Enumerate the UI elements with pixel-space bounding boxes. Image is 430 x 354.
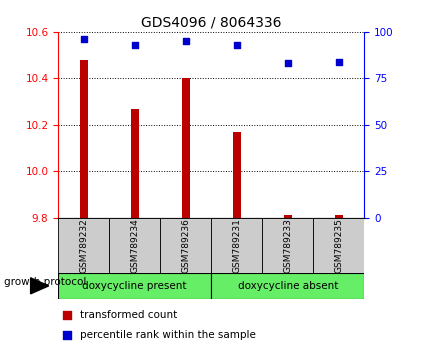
Bar xyxy=(109,218,160,273)
Bar xyxy=(80,60,87,218)
Bar xyxy=(131,109,138,218)
Text: GSM789236: GSM789236 xyxy=(181,218,190,273)
Text: GSM789234: GSM789234 xyxy=(130,218,139,273)
Text: growth protocol: growth protocol xyxy=(4,277,86,287)
Bar xyxy=(334,215,342,218)
Point xyxy=(131,42,138,48)
Text: doxycycline absent: doxycycline absent xyxy=(237,281,337,291)
Text: GSM789235: GSM789235 xyxy=(333,218,342,273)
Point xyxy=(64,312,71,318)
Bar xyxy=(313,218,363,273)
Point xyxy=(80,36,87,42)
Text: GSM789231: GSM789231 xyxy=(232,218,241,273)
Polygon shape xyxy=(31,278,49,294)
Bar xyxy=(58,273,211,299)
Text: GSM789232: GSM789232 xyxy=(79,218,88,273)
Point xyxy=(233,42,240,48)
Bar xyxy=(283,215,291,218)
Bar xyxy=(160,218,211,273)
Bar xyxy=(211,273,363,299)
Point xyxy=(284,61,291,66)
Point xyxy=(335,59,341,64)
Bar xyxy=(232,132,240,218)
Bar xyxy=(58,218,109,273)
Title: GDS4096 / 8064336: GDS4096 / 8064336 xyxy=(141,15,281,29)
Text: transformed count: transformed count xyxy=(80,309,176,320)
Point xyxy=(182,38,189,44)
Point xyxy=(64,332,71,337)
Bar xyxy=(261,218,313,273)
Text: GSM789233: GSM789233 xyxy=(283,218,292,273)
Bar xyxy=(211,218,261,273)
Text: doxycycline present: doxycycline present xyxy=(82,281,187,291)
Bar xyxy=(181,78,189,218)
Text: percentile rank within the sample: percentile rank within the sample xyxy=(80,330,255,339)
